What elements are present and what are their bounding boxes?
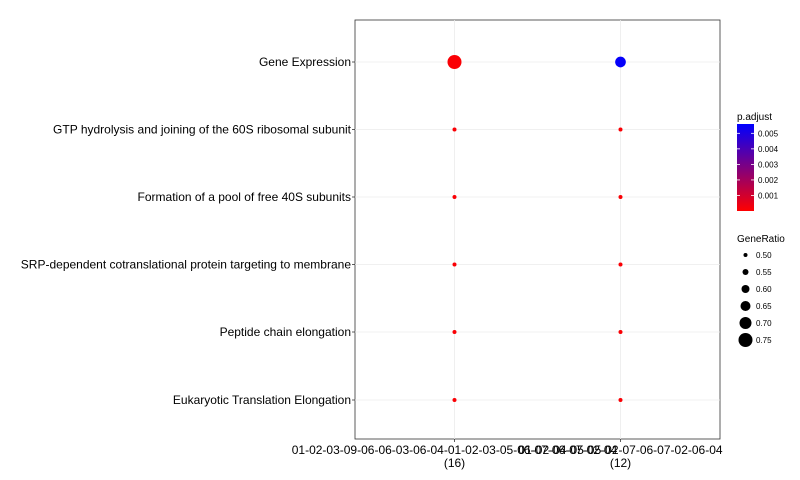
size-legend-label: 0.75 <box>756 336 772 345</box>
y-tick-label: Peptide chain elongation <box>220 325 351 339</box>
data-point <box>452 398 457 402</box>
color-legend-bar <box>737 124 754 211</box>
y-axis-labels: Gene Expression GTP hydrolysis and joinin… <box>21 55 355 407</box>
y-tick-label: Formation of a pool of free 40S subunits <box>138 190 351 204</box>
size-legend-label: 0.55 <box>756 268 772 277</box>
size-legend-key <box>742 269 749 275</box>
size-legend-title: GeneRatio <box>737 234 785 245</box>
data-point <box>452 127 457 132</box>
data-point <box>452 330 457 334</box>
x-tick-count: (16) <box>444 456 465 470</box>
color-legend-label: 0.005 <box>758 129 779 138</box>
size-legend-label: 0.50 <box>756 251 772 260</box>
color-legend-label: 0.003 <box>758 160 779 169</box>
x-tick-label: 01-02-04-05-05-02-07-06-07-02-06-04 <box>518 443 722 457</box>
x-tick-count: (12) <box>610 456 631 470</box>
data-point <box>618 398 623 402</box>
size-legend-key <box>738 333 753 347</box>
size-legend-label: 0.60 <box>756 285 772 294</box>
data-point <box>615 56 626 68</box>
y-tick-label: GTP hydrolysis and joining of the 60S ri… <box>53 123 352 137</box>
color-legend-label: 0.002 <box>758 176 779 185</box>
x-tick-label: 01-02-03-09-06-06-03-06-04-01-02-03-05-0… <box>292 443 618 457</box>
data-point <box>618 330 623 334</box>
y-tick-label: Gene Expression <box>259 55 351 69</box>
data-point <box>447 55 462 69</box>
color-legend: p.adjust 0.005 0.004 0.003 0.002 0.001 <box>737 112 779 211</box>
data-points <box>447 55 626 402</box>
color-legend-label: 0.004 <box>758 145 779 154</box>
size-legend-label: 0.65 <box>756 302 772 311</box>
color-legend-label: 0.001 <box>758 191 779 200</box>
color-legend-title: p.adjust <box>737 112 772 123</box>
size-legend-label: 0.70 <box>756 319 772 328</box>
size-legend-key <box>743 253 748 257</box>
size-legend-key <box>740 301 751 311</box>
y-tick-label: SRP-dependent cotranslational protein ta… <box>21 258 352 272</box>
size-legend: GeneRatio 0.50 0.55 0.60 0.65 0.70 0.75 <box>737 234 785 347</box>
x-axis-labels: 01-02-03-09-06-06-03-06-04-01-02-03-05-0… <box>292 439 723 470</box>
data-point <box>452 262 457 267</box>
data-point <box>618 127 623 132</box>
data-point <box>618 262 623 267</box>
grid-lines <box>355 20 720 439</box>
data-point <box>452 195 457 199</box>
size-legend-key <box>739 317 752 329</box>
plot-panel <box>354 19 721 440</box>
size-legend-key <box>741 285 750 293</box>
y-tick-label: Eukaryotic Translation Elongation <box>173 393 351 407</box>
data-point <box>618 195 623 199</box>
